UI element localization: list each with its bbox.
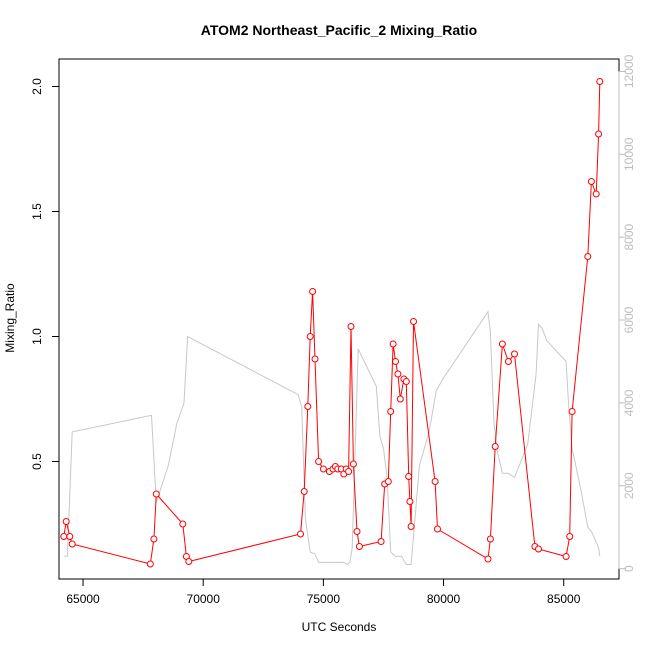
chart-title: ATOM2 Northeast_Pacific_2 Mixing_Ratio (201, 22, 477, 38)
plot-frame (58, 58, 620, 580)
mixing-ratio-point (345, 468, 353, 475)
mixing-ratio-point (384, 478, 392, 485)
mixing-ratio-point (434, 525, 441, 533)
series-layer (60, 78, 604, 568)
y2-axis: 0 2000 4000 6000 8000 10000 12000 (618, 54, 636, 572)
y2-tick-label: 12000 (622, 54, 636, 88)
mixing-ratio-point (407, 523, 415, 530)
y2-tick-label: 2000 (622, 472, 636, 499)
mixing-ratio-point (484, 555, 492, 563)
y2-tick-label: 6000 (622, 306, 636, 333)
mixing-ratio-point (353, 528, 361, 535)
y2-tick-label: 10000 (622, 137, 636, 171)
mixing-ratio-point (392, 358, 399, 365)
mixing-ratio-point (66, 533, 74, 540)
mixing-ratio-point (535, 545, 542, 553)
mixing-ratio-point (595, 130, 603, 138)
mixing-ratio-point (410, 318, 417, 325)
y-tick-label: 2.0 (30, 78, 44, 95)
x-axis: 65000 70000 75000 80000 85000 (66, 579, 581, 606)
mixing-ratio-point (304, 403, 312, 410)
mixing-ratio-point (491, 443, 499, 450)
mixing-ratio-point (347, 323, 355, 330)
mixing-ratio-point (150, 535, 158, 543)
x-tick-label: 80000 (427, 592, 461, 606)
mixing-ratio-point (498, 340, 506, 348)
x-tick-label: 70000 (187, 592, 221, 606)
x-tick-label: 65000 (66, 592, 100, 606)
mixing-ratio-point (587, 178, 595, 185)
mixing-ratio-point (596, 78, 604, 85)
mixing-ratio-point (355, 543, 363, 550)
mixing-ratio-point (152, 490, 160, 498)
mixing-ratio-point (297, 530, 304, 538)
mixing-ratio-point (60, 533, 68, 540)
mixing-ratio-point (405, 473, 413, 480)
mixing-ratio-point (315, 458, 323, 465)
y2-tick-label: 4000 (622, 389, 636, 416)
mixing-ratio-point (146, 560, 154, 568)
mixing-ratio-point (566, 533, 574, 540)
mixing-ratio-point (402, 378, 410, 385)
mixing-ratio-point (406, 498, 414, 505)
mixing-ratio-point (349, 460, 357, 468)
y-tick-label: 1.5 (30, 203, 44, 220)
y2-tick-label: 8000 (622, 223, 636, 250)
mixing-ratio-point (568, 408, 576, 415)
mixing-ratio-point (185, 558, 193, 565)
y-axis: 0.5 1.0 1.5 2.0 (30, 78, 59, 470)
mixing-ratio-point (592, 190, 600, 198)
mixing-ratio-point (396, 395, 404, 403)
mixing-ratio-series-line (63, 81, 601, 565)
mixing-ratio-point (511, 350, 518, 358)
mixing-ratio-point (562, 553, 570, 560)
mixing-ratio-point (389, 340, 397, 348)
y-tick-label: 1.0 (30, 328, 44, 345)
x-tick-label: 85000 (547, 592, 581, 606)
mixing-ratio-point (431, 478, 439, 485)
mixing-ratio-point (394, 370, 402, 378)
y-axis-label: Mixing_Ratio (3, 283, 17, 353)
mixing-ratio-point (584, 253, 592, 260)
altitude-series-line (63, 310, 601, 566)
mixing-ratio-point (319, 465, 327, 473)
mixing-ratio-point (179, 520, 187, 528)
mixing-ratio-point (486, 535, 494, 543)
mixing-ratio-point (309, 288, 317, 295)
y-tick-label: 0.5 (30, 453, 44, 470)
mixing-ratio-point (387, 408, 395, 415)
mixing-ratio-point (504, 358, 512, 365)
y2-tick-label: 0 (622, 565, 636, 572)
mixing-ratio-point (377, 538, 385, 545)
mixing-ratio-point (300, 488, 308, 495)
mixing-ratio-point (311, 355, 319, 363)
mixing-ratio-point (306, 333, 314, 340)
mixing-ratio-point (62, 518, 70, 525)
mixing-ratio-point (68, 540, 76, 548)
x-axis-label: UTC Seconds (302, 620, 377, 634)
x-tick-label: 75000 (307, 592, 341, 606)
